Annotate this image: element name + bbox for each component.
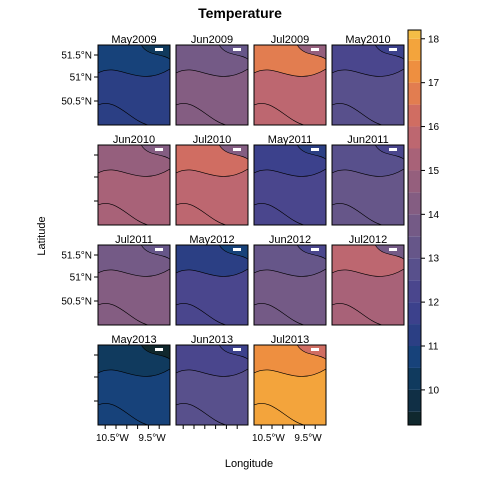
panel-jun2010: Jun2010 xyxy=(97,134,171,226)
colorbar-band xyxy=(408,126,421,149)
panel-grid: May2009 Jun2009 Jul2009 May2010 Jun2010 Jul20… xyxy=(61,34,405,444)
colorbar-band xyxy=(408,192,421,215)
panel-label: Jun2013 xyxy=(191,334,233,346)
colorbar-band xyxy=(408,324,421,346)
y-tick-label: 50.5°N xyxy=(61,297,92,308)
panel-frame xyxy=(175,344,249,426)
x-tick-label: 9.5°W xyxy=(294,433,322,444)
panel-jul2012: Jul2012 xyxy=(331,234,405,326)
colorbar-band xyxy=(408,258,421,281)
panel-label: Jul2009 xyxy=(271,34,310,46)
panel-label: Jun2010 xyxy=(113,134,155,146)
colorbar-band xyxy=(408,170,421,193)
panel-jul2010: Jul2010 xyxy=(175,134,249,226)
colorbar-tick-label: 17 xyxy=(428,78,440,89)
panel-frame xyxy=(253,44,327,126)
panel-label: May2013 xyxy=(111,334,156,346)
panel-frame xyxy=(331,244,405,326)
colorbar-band xyxy=(408,60,421,83)
panel-jul2009: Jul2009 xyxy=(253,34,327,126)
colorbar-band xyxy=(408,30,421,39)
panel-jun2009: Jun2009 xyxy=(175,34,249,126)
colorbar-band xyxy=(408,346,421,368)
panel-label: Jul2011 xyxy=(115,234,153,246)
panel-frame xyxy=(175,144,249,226)
panel-frame xyxy=(253,244,327,326)
colorbar-tick-label: 12 xyxy=(428,298,440,309)
panel-frame xyxy=(97,344,171,426)
panel-may2009: May2009 xyxy=(97,34,171,126)
colorbar-band xyxy=(408,411,421,425)
colorbar-tick-label: 18 xyxy=(428,34,440,45)
panel-frame xyxy=(97,244,171,326)
panel-may2013: May2013 xyxy=(97,334,171,426)
x-tick-label: 10.5°W xyxy=(96,433,129,444)
panel-label: Jun2012 xyxy=(269,234,311,246)
y-tick-label: 51°N xyxy=(70,73,92,84)
panel-jun2012: Jun2012 xyxy=(253,234,327,326)
panel-frame xyxy=(253,344,327,426)
colorbar-tick-label: 11 xyxy=(428,342,439,353)
panel-label: Jul2010 xyxy=(193,134,232,146)
y-tick-label: 51°N xyxy=(70,273,92,284)
panel-frame xyxy=(97,44,171,126)
y-tick-label: 51.5°N xyxy=(61,51,92,62)
panel-jun2011: Jun2011 xyxy=(331,134,405,226)
colorbar-band xyxy=(408,302,421,325)
colorbar-band xyxy=(408,38,421,61)
colorbar-band xyxy=(408,389,421,412)
colorbar-tick-label: 13 xyxy=(428,254,440,265)
colorbar-band xyxy=(408,104,421,127)
panel-label: May2012 xyxy=(189,234,234,246)
colorbar-band xyxy=(408,236,421,259)
panel-label: Jun2011 xyxy=(347,134,388,146)
y-tick-label: 51.5°N xyxy=(61,251,92,262)
colorbar-band xyxy=(408,280,421,303)
colorbar-tick-label: 14 xyxy=(428,210,440,221)
x-axis-label: Longitude xyxy=(225,458,273,470)
panel-label: May2010 xyxy=(345,34,390,46)
panel-frame xyxy=(253,144,327,226)
colorbar-tick-label: 15 xyxy=(428,166,440,177)
panel-frame xyxy=(175,44,249,126)
colorbar-band xyxy=(408,82,421,105)
panel-jun2013: Jun2013 xyxy=(175,334,249,426)
panel-frame xyxy=(175,244,249,326)
chart-title: Temperature xyxy=(198,5,282,21)
panel-label: Jun2009 xyxy=(191,34,233,46)
colorbar-band xyxy=(408,214,421,237)
colorbar-band xyxy=(408,148,421,171)
x-tick-label: 10.5°W xyxy=(252,433,285,444)
panel-frame xyxy=(97,144,171,226)
colorbar: 10 11 12 13 14 15 16 17 18 xyxy=(407,29,440,426)
colorbar-band xyxy=(408,367,421,390)
x-tick-label: 9.5°W xyxy=(138,433,166,444)
panel-jul2011: Jul2011 xyxy=(97,234,171,326)
panel-may2012: May2012 xyxy=(175,234,249,326)
panel-label: Jul2013 xyxy=(271,334,310,346)
panel-may2011: May2011 xyxy=(253,134,327,226)
panel-label: Jul2012 xyxy=(349,234,388,246)
panel-label: May2009 xyxy=(111,34,156,46)
colorbar-tick-label: 10 xyxy=(428,385,440,396)
panel-label: May2011 xyxy=(268,134,312,146)
panel-frame xyxy=(331,144,405,226)
panel-jul2013: Jul2013 xyxy=(253,334,327,426)
panel-frame xyxy=(331,44,405,126)
y-tick-label: 50.5°N xyxy=(61,97,92,108)
colorbar-tick-label: 16 xyxy=(428,122,440,133)
y-axis-label: Latitude xyxy=(36,216,48,255)
panel-may2010: May2010 xyxy=(331,34,405,126)
